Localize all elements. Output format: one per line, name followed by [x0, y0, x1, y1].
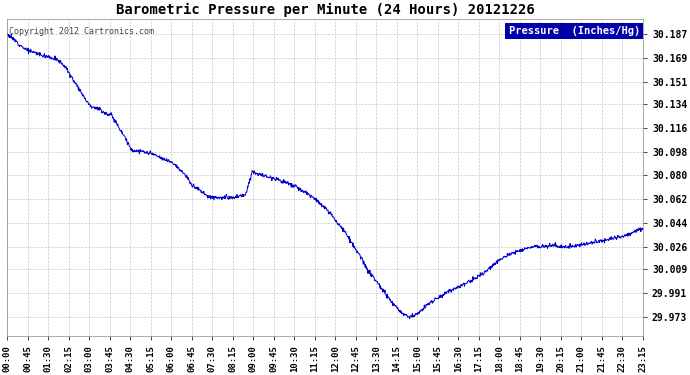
Text: Pressure  (Inches/Hg): Pressure (Inches/Hg) — [509, 26, 640, 36]
Text: Copyright 2012 Cartronics.com: Copyright 2012 Cartronics.com — [8, 27, 154, 36]
Title: Barometric Pressure per Minute (24 Hours) 20121226: Barometric Pressure per Minute (24 Hours… — [116, 3, 535, 17]
